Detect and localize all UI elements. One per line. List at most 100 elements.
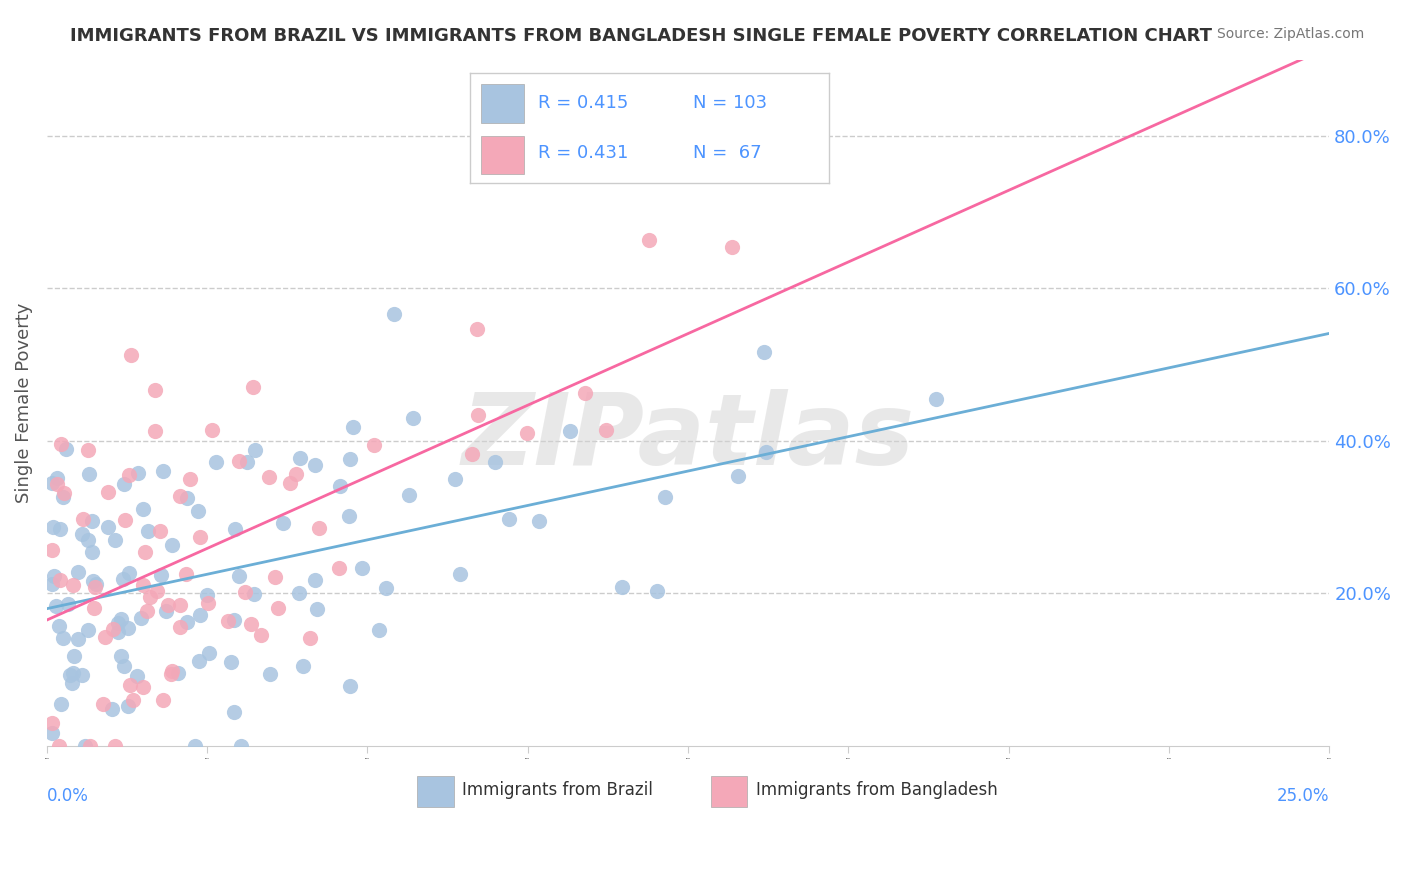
Point: [49, 698, 72, 712]
Point: [132, 578, 155, 592]
Point: [240, 617, 263, 632]
Point: [352, 560, 374, 574]
Point: [266, 601, 288, 615]
Point: [243, 586, 266, 600]
Point: [298, 631, 321, 645]
Point: [48, 739, 70, 753]
Point: [134, 545, 156, 559]
Point: [721, 240, 744, 254]
Point: [118, 467, 141, 482]
Point: [45, 476, 67, 491]
Y-axis label: Single Female Poverty: Single Female Poverty: [15, 302, 32, 503]
Point: [91, 697, 114, 711]
Point: [143, 424, 166, 438]
Point: [62, 665, 84, 680]
Point: [107, 625, 129, 640]
Point: [77, 443, 100, 458]
Point: [174, 567, 197, 582]
Point: [112, 572, 135, 586]
Point: [160, 538, 183, 552]
Point: [49, 522, 72, 536]
Point: [110, 648, 132, 663]
Point: [120, 348, 142, 362]
Point: [77, 533, 100, 547]
Point: [292, 659, 315, 673]
Point: [117, 698, 139, 713]
Point: [150, 567, 173, 582]
Point: [484, 454, 506, 468]
Point: [467, 408, 489, 422]
Point: [66, 565, 89, 579]
Point: [42, 569, 65, 583]
Point: [155, 604, 177, 618]
Point: [755, 444, 778, 458]
Point: [342, 419, 364, 434]
Point: [67, 632, 90, 646]
Point: [84, 577, 107, 591]
Text: Source: ZipAtlas.com: Source: ZipAtlas.com: [1216, 27, 1364, 41]
Point: [337, 508, 360, 523]
Point: [49, 573, 72, 587]
Point: [259, 667, 281, 681]
Point: [129, 611, 152, 625]
Point: [152, 693, 174, 707]
Point: [188, 530, 211, 544]
Point: [273, 516, 295, 530]
Point: [198, 646, 221, 660]
Point: [184, 739, 207, 753]
Point: [45, 471, 67, 485]
Point: [131, 680, 153, 694]
Point: [97, 485, 120, 500]
Point: [117, 621, 139, 635]
Point: [169, 598, 191, 612]
Point: [56, 598, 79, 612]
Point: [118, 678, 141, 692]
Point: [363, 438, 385, 452]
Point: [236, 454, 259, 468]
Point: [135, 604, 157, 618]
Point: [224, 522, 246, 536]
Point: [60, 676, 83, 690]
Point: [167, 665, 190, 680]
Point: [70, 667, 93, 681]
Point: [169, 620, 191, 634]
Point: [41, 542, 63, 557]
Point: [197, 588, 219, 602]
Point: [55, 442, 77, 456]
Point: [187, 654, 209, 668]
Point: [444, 472, 467, 486]
Point: [201, 423, 224, 437]
Point: [157, 599, 180, 613]
Point: [97, 520, 120, 534]
Text: IMMIGRANTS FROM BRAZIL VS IMMIGRANTS FROM BANGLADESH SINGLE FEMALE POVERTY CORRE: IMMIGRANTS FROM BRAZIL VS IMMIGRANTS FRO…: [70, 27, 1212, 45]
Point: [136, 524, 159, 539]
Point: [122, 693, 145, 707]
Point: [328, 560, 350, 574]
Point: [219, 655, 242, 669]
Point: [101, 702, 124, 716]
Point: [45, 599, 67, 613]
Point: [467, 322, 489, 336]
Point: [612, 580, 634, 594]
Point: [339, 452, 361, 467]
Point: [243, 443, 266, 458]
Point: [197, 596, 219, 610]
Point: [516, 426, 538, 441]
Point: [160, 664, 183, 678]
Point: [398, 488, 420, 502]
Point: [132, 501, 155, 516]
Point: [82, 545, 104, 559]
Point: [727, 469, 749, 483]
Point: [103, 739, 125, 753]
Point: [143, 384, 166, 398]
Point: [118, 566, 141, 581]
Point: [308, 521, 330, 535]
Point: [205, 455, 228, 469]
Point: [752, 345, 775, 359]
Point: [77, 623, 100, 637]
Point: [110, 612, 132, 626]
Point: [103, 533, 125, 547]
Point: [188, 608, 211, 623]
Point: [654, 490, 676, 504]
Point: [94, 630, 117, 644]
